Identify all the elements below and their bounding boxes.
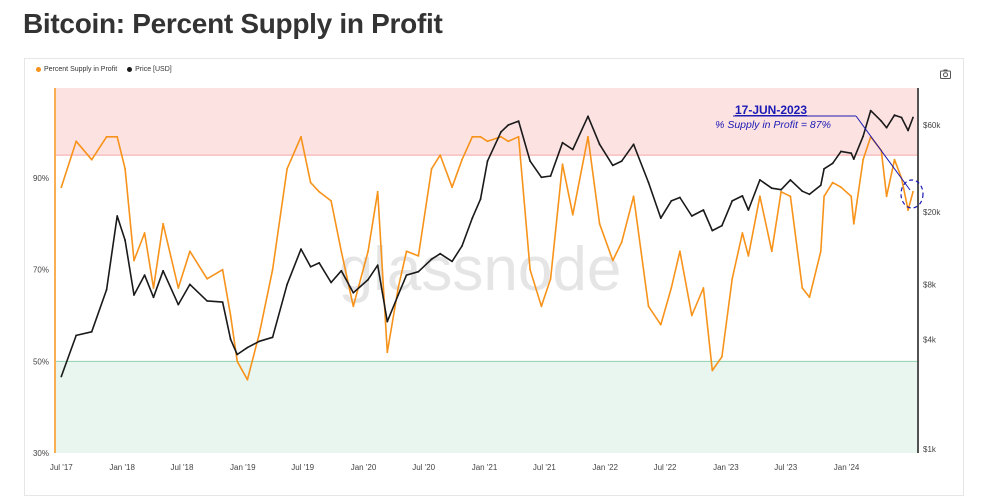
legend-label-price: Price [USD] [135, 66, 172, 73]
chart-card [24, 58, 964, 496]
legend-label-profit: Percent Supply in Profit [44, 66, 118, 73]
page-title: Bitcoin: Percent Supply in Profit [23, 8, 443, 39]
chart-legend: Percent Supply in Profit Price [USD] [36, 66, 172, 73]
legend-item-price[interactable]: Price [USD] [127, 66, 172, 73]
legend-item-profit[interactable]: Percent Supply in Profit [36, 66, 117, 73]
legend-swatch-profit [36, 67, 41, 72]
legend-swatch-price [127, 67, 133, 72]
camera-icon[interactable] [940, 69, 951, 79]
